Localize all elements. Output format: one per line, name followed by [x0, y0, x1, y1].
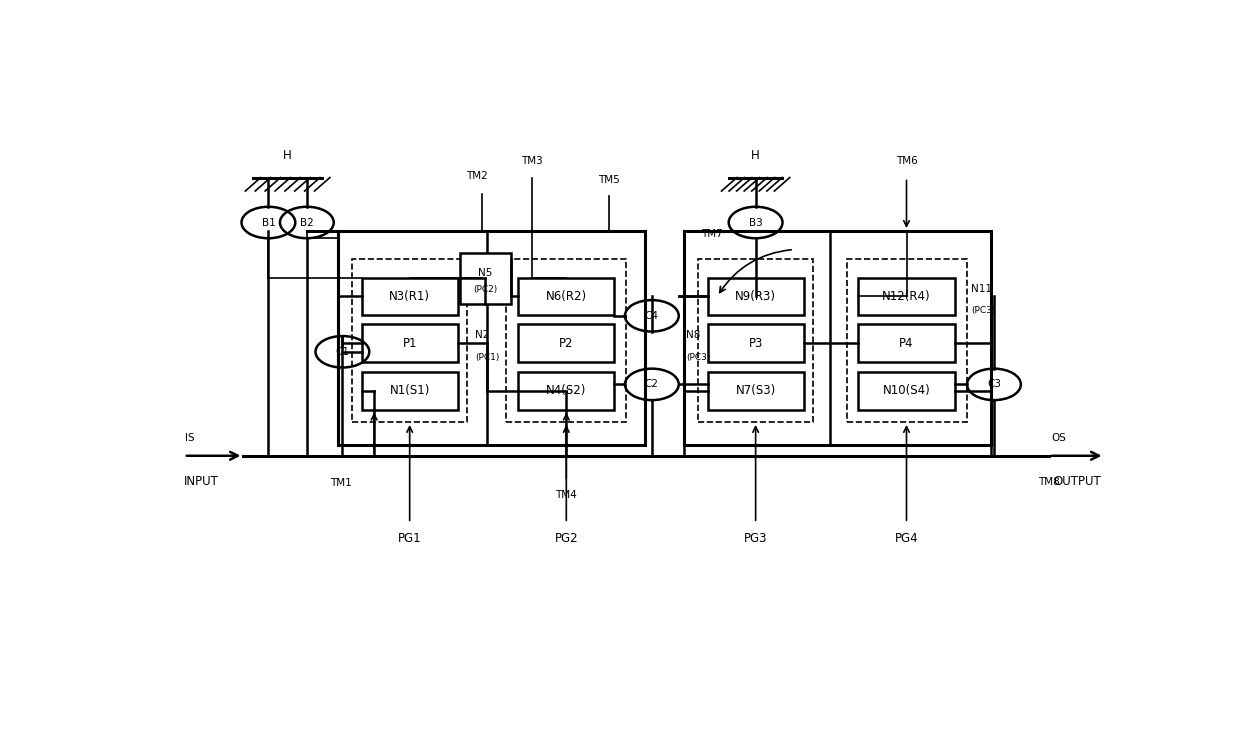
Text: N1(S1): N1(S1): [389, 385, 430, 397]
Text: INPUT: INPUT: [184, 475, 218, 488]
FancyBboxPatch shape: [362, 372, 458, 410]
FancyBboxPatch shape: [708, 324, 804, 362]
Text: B1: B1: [262, 218, 275, 228]
Text: B2: B2: [300, 218, 314, 228]
FancyBboxPatch shape: [698, 259, 813, 422]
Text: B3: B3: [749, 218, 763, 228]
FancyBboxPatch shape: [708, 372, 804, 410]
Text: PG3: PG3: [744, 531, 768, 545]
Text: N11: N11: [971, 284, 992, 293]
FancyBboxPatch shape: [518, 277, 614, 315]
Text: (PC3): (PC3): [971, 306, 996, 315]
Text: OUTPUT: OUTPUT: [1054, 475, 1101, 488]
Text: TM1: TM1: [330, 478, 351, 488]
Text: P4: P4: [899, 337, 914, 350]
Text: N12(R4): N12(R4): [882, 290, 931, 303]
Text: OS: OS: [1052, 434, 1066, 443]
Text: C2: C2: [645, 380, 658, 389]
Text: C3: C3: [987, 380, 1001, 389]
Text: N9(R3): N9(R3): [735, 290, 776, 303]
Text: PG2: PG2: [554, 531, 578, 545]
Text: TM3: TM3: [521, 156, 543, 166]
Text: PG4: PG4: [895, 531, 919, 545]
Text: IS: IS: [185, 434, 195, 443]
FancyBboxPatch shape: [506, 259, 626, 422]
Text: N10(S4): N10(S4): [883, 385, 930, 397]
Text: (PC2): (PC2): [472, 285, 497, 294]
FancyBboxPatch shape: [337, 231, 645, 445]
Text: N4(S2): N4(S2): [546, 385, 587, 397]
Text: N8: N8: [687, 330, 701, 340]
FancyBboxPatch shape: [362, 324, 458, 362]
Text: N3(R1): N3(R1): [389, 290, 430, 303]
FancyBboxPatch shape: [858, 324, 955, 362]
Text: P3: P3: [749, 337, 763, 350]
Text: P2: P2: [559, 337, 574, 350]
Text: TM7: TM7: [701, 228, 723, 239]
FancyBboxPatch shape: [847, 259, 967, 422]
Text: PG1: PG1: [398, 531, 422, 545]
Text: H: H: [283, 149, 291, 162]
Text: TM8: TM8: [1038, 477, 1060, 487]
FancyBboxPatch shape: [362, 277, 458, 315]
Text: N7(S3): N7(S3): [735, 385, 776, 397]
FancyBboxPatch shape: [518, 372, 614, 410]
Text: P1: P1: [403, 337, 417, 350]
FancyBboxPatch shape: [858, 372, 955, 410]
FancyBboxPatch shape: [352, 259, 467, 422]
FancyBboxPatch shape: [683, 231, 991, 445]
Text: H: H: [751, 149, 760, 162]
Text: N5: N5: [477, 268, 492, 277]
FancyBboxPatch shape: [858, 277, 955, 315]
FancyBboxPatch shape: [460, 253, 511, 304]
Text: (PC3): (PC3): [687, 353, 711, 361]
Text: N2: N2: [475, 330, 490, 340]
FancyBboxPatch shape: [708, 277, 804, 315]
Text: (PC1): (PC1): [475, 353, 500, 361]
Text: C1: C1: [335, 347, 350, 357]
Text: TM2: TM2: [466, 172, 487, 182]
Text: TM6: TM6: [895, 156, 918, 166]
Text: C4: C4: [645, 311, 658, 320]
FancyBboxPatch shape: [518, 324, 614, 362]
Text: TM5: TM5: [598, 175, 620, 185]
Text: TM4: TM4: [556, 490, 577, 499]
Text: N6(R2): N6(R2): [546, 290, 587, 303]
